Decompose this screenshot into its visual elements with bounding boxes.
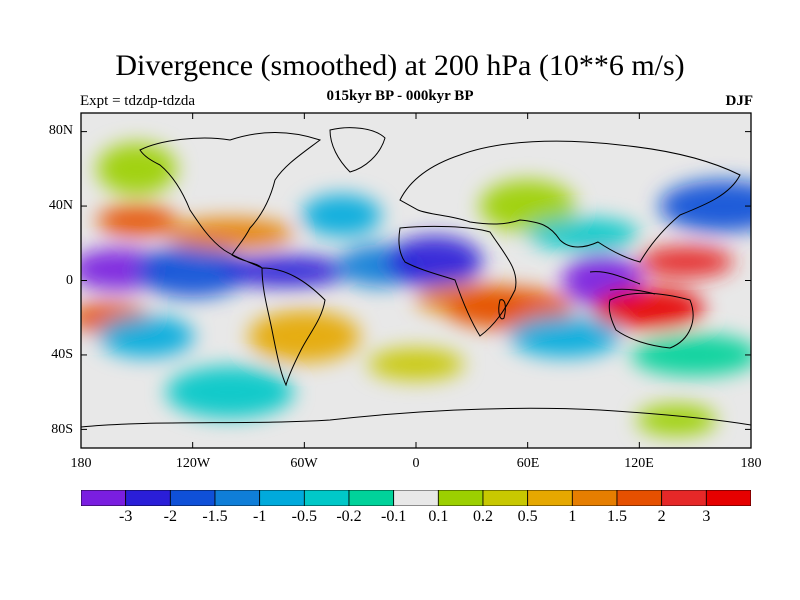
colorbar-label: 2 — [657, 508, 666, 525]
divergence-blob — [479, 180, 576, 233]
colorbar-label: 1 — [568, 508, 577, 525]
lon-label-180e: 180 — [740, 456, 762, 471]
divergence-blob — [386, 235, 483, 288]
lon-label-60e: 60E — [516, 456, 540, 471]
colorbar-swatch — [348, 490, 395, 506]
coast-africa — [398, 225, 517, 337]
coast-eurasia — [399, 140, 741, 263]
colorbar-swatch — [259, 490, 305, 506]
colorbar-label: 0.5 — [517, 508, 538, 525]
colorbar-label: -0.2 — [336, 508, 362, 525]
divergence-blob — [165, 217, 294, 250]
colorbar-label: -0.1 — [380, 508, 407, 525]
coastlines — [81, 127, 751, 428]
colorbar-label: -3 — [118, 508, 133, 525]
divergence-blob — [96, 204, 177, 237]
divergence-blob — [368, 348, 464, 381]
divergence-blob — [98, 315, 195, 358]
lat-label-40n: 40N — [48, 198, 73, 213]
colorbar-swatch — [661, 490, 707, 506]
experiment-label: Expt = tdzdp-tdzda — [80, 93, 196, 109]
colorbar-label: 0.2 — [473, 508, 493, 525]
season-label: DJF — [725, 93, 754, 109]
colorbar-swatch — [571, 490, 618, 506]
colorbar-label: -2 — [163, 508, 177, 525]
coast-indonesia — [589, 271, 656, 295]
coast-south-america — [261, 267, 326, 387]
colorbar-swatch — [705, 490, 751, 506]
period-label: 015kyr BP - 000kyr BP — [326, 88, 474, 104]
colorbar-label: -1 — [252, 508, 267, 525]
divergence-blob — [301, 194, 382, 237]
colorbar-swatch — [437, 490, 484, 506]
colorbar-label: -0.5 — [291, 508, 317, 525]
map-title: Divergence (smoothed) at 200 hPa (10**6 … — [115, 49, 685, 82]
divergence-blob — [96, 142, 177, 195]
colorbar-swatch — [303, 490, 350, 506]
divergence-blob — [592, 287, 705, 330]
colorbar-swatch — [527, 490, 573, 506]
colorbar-label: 3 — [702, 508, 711, 525]
divergence-blob — [637, 245, 734, 278]
colorbar-swatch — [616, 490, 663, 506]
divergence-blob — [636, 404, 717, 437]
divergence-blob — [659, 180, 751, 233]
divergence-blob — [527, 217, 640, 250]
colorbar-swatch — [125, 490, 171, 506]
divergence-blob — [248, 310, 361, 363]
coast-antarctica — [81, 407, 751, 428]
colorbar-swatch — [482, 490, 529, 506]
lat-label-80s: 80S — [51, 422, 73, 437]
colorbar-label: -1.5 — [202, 508, 228, 525]
coast-australia — [608, 292, 694, 349]
lon-label-0: 0 — [412, 456, 420, 471]
lat-label-0: 0 — [66, 273, 73, 288]
colorbar-swatch — [169, 490, 216, 506]
lat-label-80n: 80N — [48, 123, 73, 138]
divergence-blob — [631, 333, 751, 376]
divergence-blob — [221, 255, 350, 288]
lon-label-120w: 120W — [175, 456, 211, 471]
coast-madagascar — [498, 299, 506, 320]
lon-label-120e: 120E — [624, 456, 654, 471]
colorbar-swatch — [81, 490, 127, 506]
coast-greenland — [329, 127, 386, 173]
lon-label-60w: 60W — [290, 456, 318, 471]
divergence-blob — [508, 315, 621, 358]
colorbar — [81, 490, 751, 506]
colorbar-swatch — [393, 490, 439, 506]
colorbar-label: 1.5 — [607, 508, 627, 525]
lat-label-40s: 40S — [51, 347, 73, 362]
colorbar-label: 0.1 — [428, 508, 449, 525]
coast-north-america — [139, 132, 322, 269]
lon-label-180w: 180 — [70, 456, 92, 471]
divergence-blob — [136, 245, 249, 298]
divergence-blob — [165, 366, 294, 419]
colorbar-swatch — [214, 490, 261, 506]
